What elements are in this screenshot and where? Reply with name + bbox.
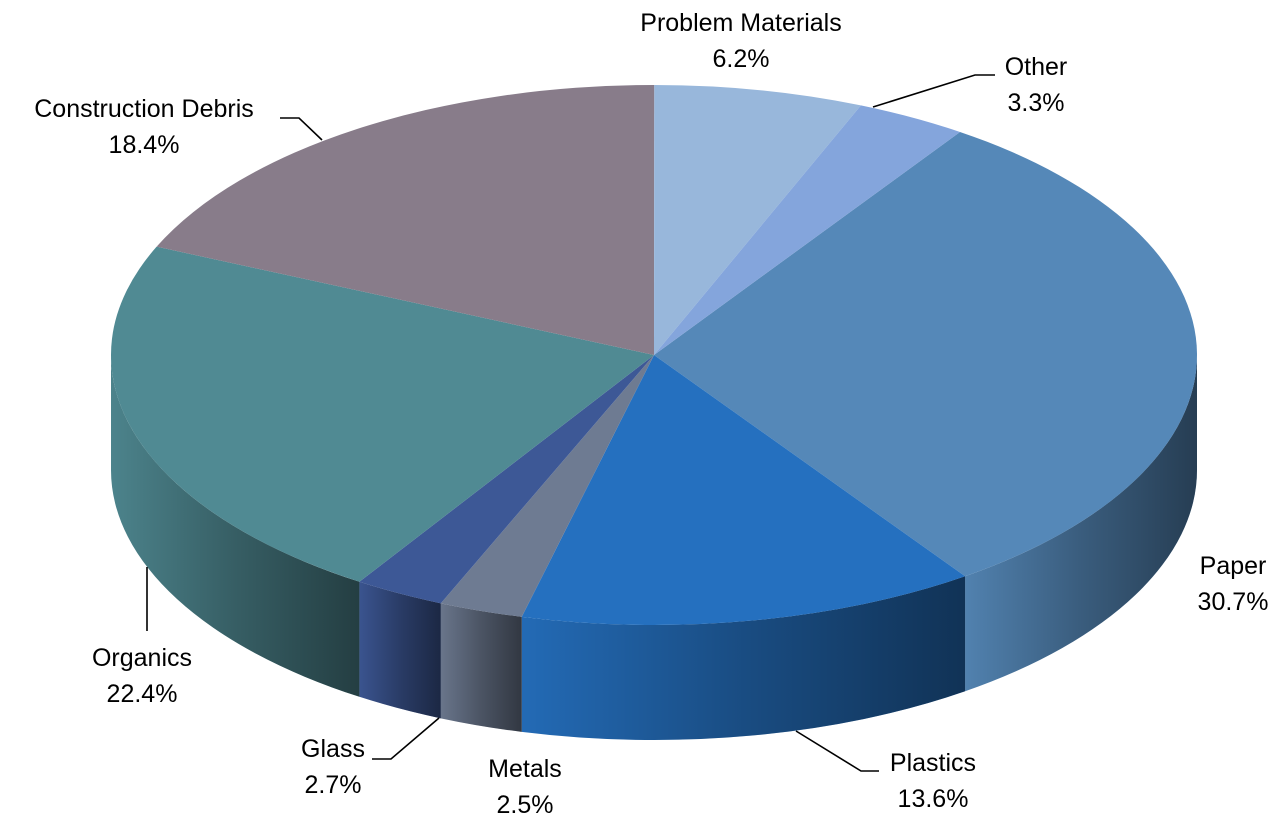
label-name-metals: Metals: [488, 755, 562, 783]
label-name-construction-debris: Construction Debris: [34, 95, 254, 123]
slice-glass: [359, 355, 654, 604]
label-value-construction-debris: 18.4%: [109, 131, 180, 159]
slice-side-organics: [111, 355, 360, 697]
label-value-paper: 30.7%: [1198, 588, 1269, 616]
label-name-glass: Glass: [301, 735, 365, 763]
leader-line-plastics: [795, 730, 879, 772]
label-name-plastics: Plastics: [890, 749, 976, 777]
slice-construction-debris: [156, 85, 655, 356]
slice-side-metals: [440, 603, 522, 732]
slice-paper: [654, 131, 1197, 577]
leader-line-glass: [372, 717, 440, 760]
data-labels: Paper 30.7% Plastics 13.6% Metals 2.5% Glass 2.…: [34, 9, 1268, 818]
leader-line-construction-debris: [280, 117, 323, 141]
pie-slices: [110, 85, 1197, 625]
leader-lines: [146, 74, 995, 772]
label-name-organics: Organics: [92, 644, 192, 672]
label-name-paper: Paper: [1200, 552, 1267, 580]
slice-problem-materials: [654, 85, 861, 356]
slice-side-glass: [359, 581, 441, 719]
slice-other: [654, 105, 960, 356]
slice-metals: [440, 355, 654, 617]
pie-sides: [111, 355, 1197, 740]
label-value-metals: 2.5%: [497, 791, 554, 818]
slice-side-plastics: [521, 576, 966, 740]
slice-plastics: [521, 355, 966, 625]
label-name-problem-materials: Problem Materials: [640, 9, 841, 37]
label-name-other: Other: [1005, 53, 1068, 81]
slice-side-paper: [965, 355, 1197, 692]
label-value-plastics: 13.6%: [898, 785, 969, 813]
label-value-problem-materials: 6.2%: [713, 45, 770, 73]
label-value-other: 3.3%: [1008, 89, 1065, 117]
label-value-glass: 2.7%: [305, 771, 362, 799]
slice-organics: [110, 246, 654, 582]
leader-line-other: [872, 74, 995, 108]
label-value-organics: 22.4%: [107, 680, 178, 708]
